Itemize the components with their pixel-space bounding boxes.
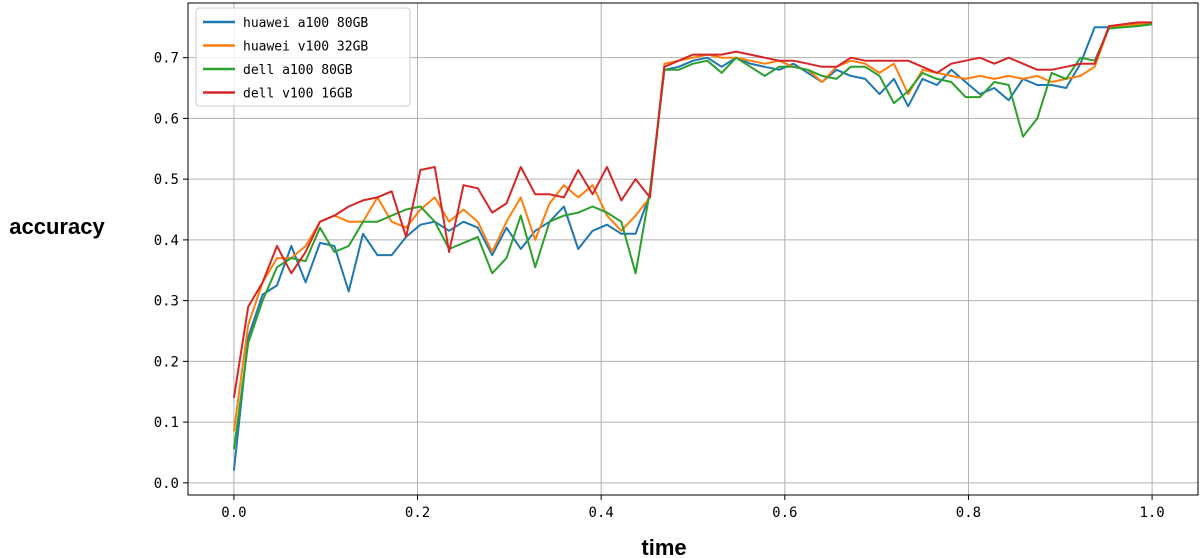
legend-label: dell v100 16GB [243, 87, 353, 102]
y-tick-label: 0.7 [154, 51, 179, 67]
legend-box [195, 7, 411, 107]
x-tick-label: 0.2 [405, 505, 430, 521]
x-tick-label: 0.6 [772, 505, 797, 521]
y-tick-label: 0.4 [154, 233, 179, 249]
series-line-dell-a100-80gb [232, 23, 1153, 450]
y-tick-label: 0.6 [154, 111, 179, 127]
legend-label: dell a100 80GB [243, 63, 353, 78]
y-tick-label: 0.1 [154, 415, 179, 431]
y-axis-ticks: 0.0 0.1 0.2 0.3 0.4 0.5 0.6 0.7 [154, 51, 188, 492]
y-tick-label: 0.5 [154, 172, 179, 188]
legend: huawei a100 80GB huawei v100 32GB dell a10… [195, 7, 411, 107]
x-tick-label: 0.4 [589, 505, 614, 521]
legend-label: huawei v100 32GB [243, 40, 368, 55]
series-line-dell-v100-16gb [232, 21, 1153, 398]
legend-label: huawei a100 80GB [243, 16, 368, 31]
series-lines [232, 21, 1153, 471]
y-axis-label: accuracy [9, 214, 105, 239]
plot-frame [187, 2, 1199, 496]
y-tick-label: 0.0 [154, 476, 179, 492]
x-tick-label: 0.0 [221, 505, 246, 521]
y-tick-label: 0.2 [154, 354, 179, 370]
series-line-huawei-a100-80gb [232, 23, 1153, 471]
series-line-huawei-v100-32gb [232, 23, 1153, 432]
x-tick-label: 0.8 [956, 505, 981, 521]
x-axis-label: time [641, 535, 686, 558]
x-tick-label: 1.0 [1139, 505, 1164, 521]
y-tick-label: 0.3 [154, 294, 179, 310]
x-axis-ticks: 0.0 0.2 0.4 0.6 0.8 1.0 [221, 495, 1165, 521]
